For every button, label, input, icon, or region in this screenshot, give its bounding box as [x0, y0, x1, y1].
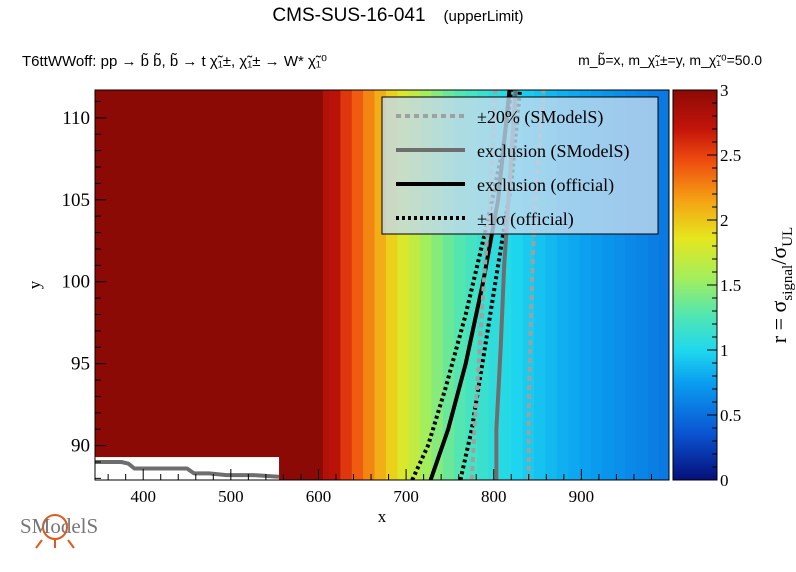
heatmap-cell: [340, 90, 353, 480]
x-tick-label: 800: [481, 487, 507, 506]
heatmap-cell: [545, 90, 558, 480]
x-tick-label: 500: [218, 487, 244, 506]
colorbar-tick-label: 3: [720, 81, 729, 100]
heatmap-cell: [322, 90, 329, 480]
heatmap-cell: [363, 90, 376, 480]
heatmap-cell: [397, 90, 410, 480]
colorbar-tick-label: 0.5: [720, 406, 741, 425]
y-tick-label: 100: [62, 272, 91, 293]
colorbar-label-part: r = σ: [766, 300, 791, 343]
plot-frame: [94, 89, 670, 481]
process-label: T6ttWWoff: pp → b̃ b̃, b̃ → t χ̃₁±, χ̃₁±…: [22, 53, 327, 70]
legend-label: ±1σ (official): [477, 209, 574, 230]
heatmap-cell: [454, 90, 467, 480]
colorbar: 0 0.5 1 1.5 2 2.5 3 r = σsignal/σUL: [672, 81, 796, 490]
curve-dashed: [469, 90, 498, 480]
axes: 400 500 600 700 800 900 90 95 100 105 110 x y: [25, 89, 670, 526]
heatmap-cell: [579, 90, 592, 480]
colorbar-label-part: signal: [780, 265, 796, 301]
colorbar-tick-label: 2.5: [720, 146, 741, 165]
heatmap-cell: [613, 90, 626, 480]
x-tick-label: 400: [130, 487, 156, 506]
y-tick-label: 95: [71, 354, 90, 375]
chart-title: CMS-SUS-16-041 (upperLimit): [0, 5, 796, 27]
colorbar-tick-label: 1.5: [720, 276, 741, 295]
heatmap-cell: [385, 90, 398, 480]
heatmap-cell: [625, 90, 638, 480]
colorbar-label: r = σsignal/σUL: [766, 227, 796, 343]
heatmap-cell: [636, 90, 649, 480]
colorbar-tick-label: 1: [720, 341, 729, 360]
heatmap-cell: [499, 90, 512, 480]
heatmap-cell: [95, 90, 330, 480]
x-axis-label: x: [378, 507, 387, 526]
curve-dotted: [458, 90, 522, 480]
legend-box: [381, 96, 659, 235]
heatmap-cell: [374, 90, 387, 480]
heatmap-cell: [522, 90, 535, 480]
colorbar-tick-label: 2: [720, 211, 729, 230]
heatmap-cell: [556, 90, 569, 480]
colorbar-label-part: UL: [780, 227, 796, 247]
colorbar-label-part: /σ: [766, 247, 791, 265]
heatmap-cell: [568, 90, 581, 480]
y-tick-label: 105: [62, 190, 91, 211]
x-tick-label: 900: [569, 487, 595, 506]
logo-text: SModelS: [20, 514, 98, 538]
y-tick-label: 90: [71, 436, 90, 457]
heatmap-cell: [408, 90, 421, 480]
colorbar-tick-label: 0: [720, 471, 729, 490]
smodels-logo: SModelS: [20, 514, 98, 549]
legend-label: exclusion (SModelS): [477, 141, 630, 162]
legend-label: exclusion (official): [477, 175, 614, 196]
heatmap-cell: [659, 90, 669, 480]
heatmap-cell: [602, 90, 615, 480]
heatmap-cell: [647, 90, 660, 480]
logo-legs: [35, 539, 75, 549]
heatmap-cell: [351, 90, 364, 480]
legend: ±20% (SModelS) exclusion (SModelS) exclusi…: [381, 96, 659, 235]
curve-solid: [95, 460, 280, 479]
heatmap-cell: [442, 90, 455, 480]
heatmap-cell: [511, 90, 524, 480]
legend-label: ±20% (SModelS): [477, 107, 603, 128]
heatmap-cell: [591, 90, 603, 480]
y-axis-label: y: [25, 280, 44, 289]
mass-label: m_b̃=x, m_χ̃₁±=y, m_χ̃₁⁰=50.0: [578, 52, 762, 68]
heatmap-cell: [328, 90, 341, 480]
heatmap-cell: [420, 90, 433, 480]
x-tick-label: 600: [306, 487, 332, 506]
x-tick-label: 700: [393, 487, 419, 506]
chart-title-sub: (upperLimit): [443, 8, 524, 25]
chart-title-main: CMS-SUS-16-041: [272, 5, 426, 26]
y-tick-label: 110: [62, 108, 90, 129]
heatmap-cell: [431, 90, 444, 480]
heatmap-cell: [534, 90, 547, 480]
